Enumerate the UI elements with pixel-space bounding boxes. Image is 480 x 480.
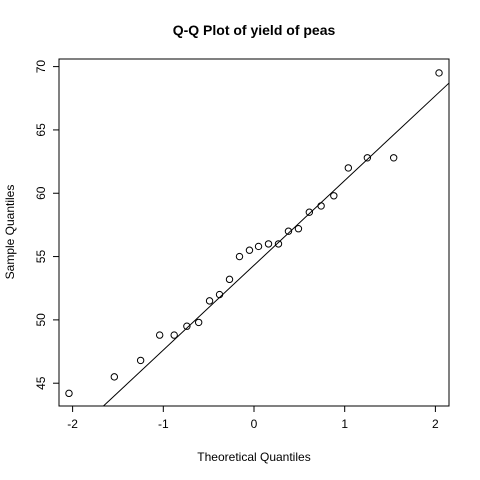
reference-line [103,82,450,407]
data-point [65,389,73,398]
data-point [435,69,443,77]
data-point [264,240,273,248]
data-point [254,242,263,251]
y-axis: 45 50 55 60 65 70 [34,60,59,390]
x-tick-label: 1 [341,417,348,431]
data-point [205,297,214,305]
data-point [305,208,314,216]
data-point [136,356,145,365]
data-point [245,246,254,254]
y-tick-label: 45 [34,376,48,390]
data-point [284,227,293,235]
data-point [363,154,372,162]
plot-frame [58,58,450,407]
data-point [183,322,191,330]
data-point [225,275,234,284]
x-tick-label: -1 [158,417,169,431]
data-point [317,202,325,210]
data-point [235,252,244,261]
data-point [194,318,203,327]
x-tick-label: 0 [251,417,258,431]
data-point [155,331,164,339]
x-tick-label: -2 [67,417,78,431]
y-axis-label: Sample Quantiles [3,185,17,280]
data-point [389,154,398,162]
y-tick-label: 55 [34,250,48,264]
data-point [344,164,353,172]
y-tick-label: 65 [34,123,48,137]
data-point [110,373,119,381]
chart-title: Q-Q Plot of yield of peas [173,22,336,38]
x-axis: -2 -1 0 1 2 [67,406,439,431]
data-point [170,331,178,339]
points-layer [65,69,443,398]
y-tick-label: 70 [34,60,48,74]
data-point [274,240,283,248]
data-point [294,225,303,233]
data-point [330,192,338,200]
x-tick-label: 2 [432,417,439,431]
x-axis-label: Theoretical Quantiles [197,450,310,464]
y-tick-label: 50 [34,313,48,327]
y-tick-label: 60 [34,186,48,200]
reference-line-layer [103,82,450,407]
data-point [215,290,224,299]
